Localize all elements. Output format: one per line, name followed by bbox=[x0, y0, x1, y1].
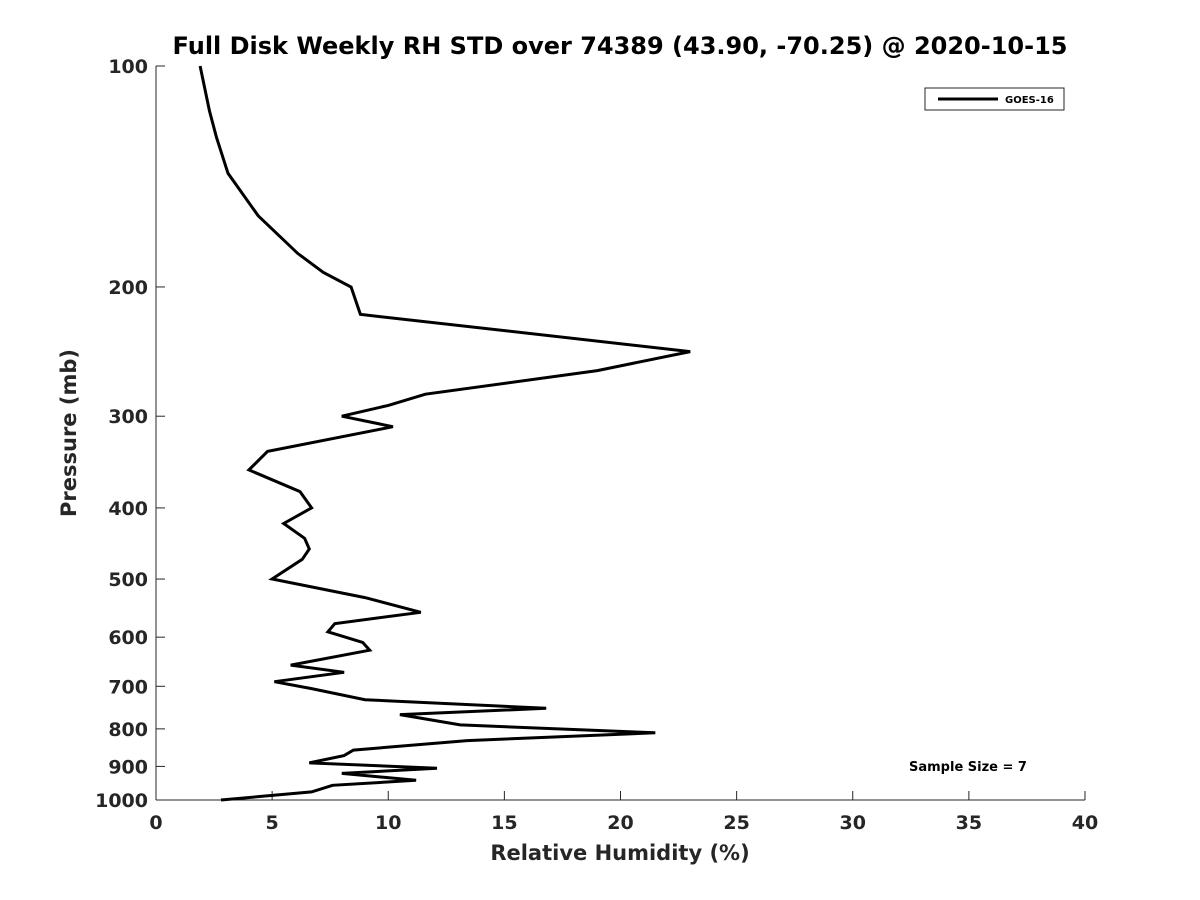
y-tick-label: 900 bbox=[108, 756, 148, 778]
x-tick-label: 0 bbox=[149, 812, 162, 834]
sample-size-annotation: Sample Size = 7 bbox=[909, 760, 1027, 775]
legend-series-label: GOES-16 bbox=[1005, 95, 1054, 106]
legend: GOES-16 bbox=[924, 87, 1065, 111]
y-tick-label: 1000 bbox=[95, 790, 148, 812]
x-tick-label: 40 bbox=[1072, 812, 1098, 834]
y-tick-label: 500 bbox=[108, 569, 148, 591]
x-tick-label: 20 bbox=[607, 812, 633, 834]
y-axis-ticks: 100 200 300 400 500 600 700 800 900 1000 bbox=[95, 56, 165, 812]
x-axis-ticks: 0 5 10 15 20 25 30 35 40 bbox=[149, 791, 1098, 834]
y-tick-label: 100 bbox=[108, 56, 148, 78]
series-layer bbox=[198, 65, 691, 802]
chart-title: Full Disk Weekly RH STD over 74389 (43.9… bbox=[173, 32, 1068, 60]
y-tick-label: 400 bbox=[108, 498, 148, 520]
y-tick-label: 300 bbox=[108, 406, 148, 428]
y-tick-label: 700 bbox=[108, 676, 148, 698]
y-tick-label: 600 bbox=[108, 627, 148, 649]
x-tick-label: 5 bbox=[266, 812, 279, 834]
y-axis-label: Pressure (mb) bbox=[57, 349, 81, 517]
x-tick-label: 35 bbox=[956, 812, 982, 834]
x-axis-label: Relative Humidity (%) bbox=[490, 841, 749, 865]
x-tick-label: 30 bbox=[840, 812, 866, 834]
x-tick-label: 15 bbox=[491, 812, 517, 834]
x-tick-label: 10 bbox=[375, 812, 401, 834]
x-tick-label: 25 bbox=[723, 812, 749, 834]
series-line-goes-16 bbox=[198, 65, 691, 802]
y-tick-label: 200 bbox=[108, 277, 148, 299]
y-tick-label: 800 bbox=[108, 719, 148, 741]
